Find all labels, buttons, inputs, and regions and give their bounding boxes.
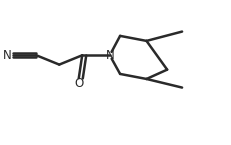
Text: N: N	[3, 49, 11, 62]
Text: O: O	[74, 77, 83, 90]
Text: N: N	[105, 49, 114, 62]
